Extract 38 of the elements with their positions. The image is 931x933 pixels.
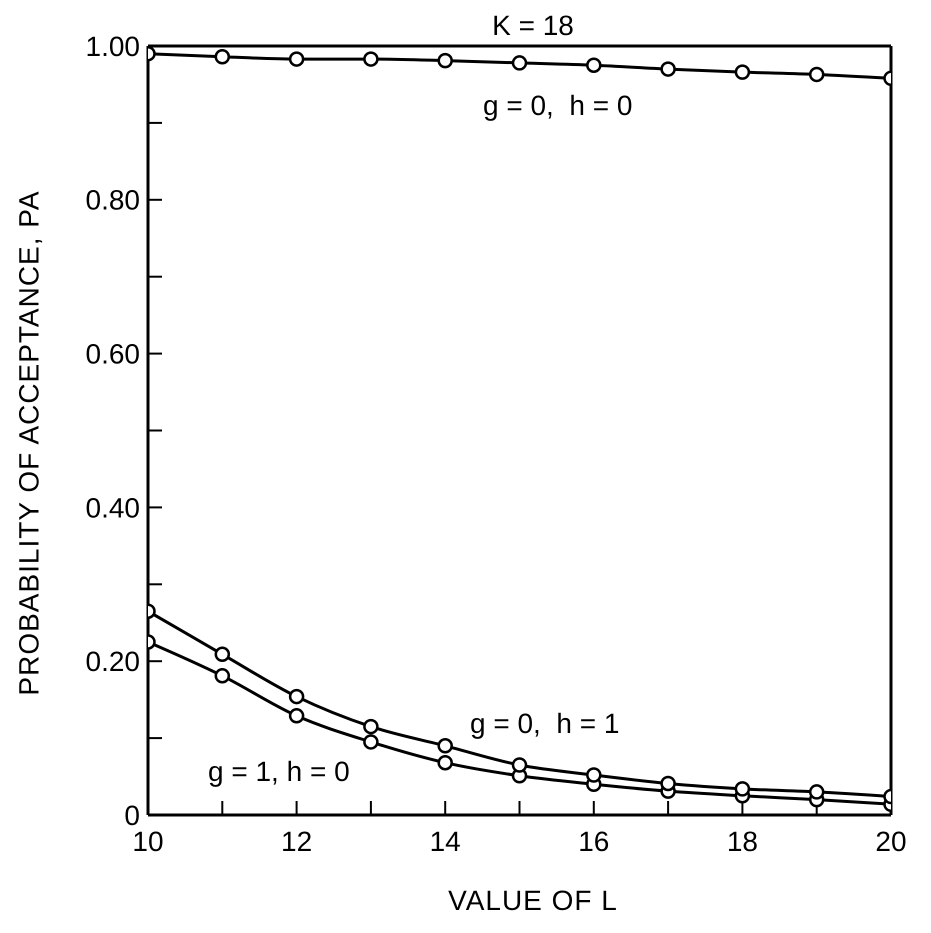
point (288, 51, 304, 67)
point (363, 51, 379, 67)
point (437, 754, 453, 770)
point (214, 646, 230, 662)
annotation: g = 0, h = 1 (470, 708, 620, 740)
annotation: g = 0, h = 0 (483, 90, 632, 122)
point (734, 64, 750, 80)
y-tick-label: 0.80 (86, 184, 140, 216)
x-tick-label: 16 (578, 826, 610, 857)
annotation: g = 1, h = 0 (208, 756, 350, 788)
point (512, 55, 528, 71)
point (437, 52, 453, 68)
chart-title: K = 18 (491, 10, 575, 42)
x-tick-label: 20 (875, 826, 907, 857)
point (808, 66, 824, 82)
point (512, 757, 528, 773)
point (734, 781, 750, 797)
point (586, 767, 602, 783)
y-tick-label: 1.00 (86, 30, 140, 62)
point (437, 738, 453, 754)
point (808, 784, 824, 800)
y-tick-label: 0.40 (86, 492, 140, 524)
point (363, 734, 379, 750)
point (660, 776, 676, 792)
point (363, 718, 379, 734)
x-tick-label: 18 (726, 826, 758, 857)
point (214, 668, 230, 684)
x-tick-label: 12 (281, 826, 312, 857)
point (586, 57, 602, 73)
y-tick-label: 0.20 (86, 646, 140, 678)
x-tick-label: 14 (430, 826, 461, 857)
point (660, 61, 676, 77)
y-tick-label: 0.60 (86, 338, 140, 370)
point (288, 708, 304, 724)
point (214, 49, 230, 65)
x-axis-title: VALUE OF L (447, 885, 619, 917)
point (288, 688, 304, 704)
y-axis-title: PROBABILITY OF ACCEPTANCE, PA (14, 190, 46, 696)
